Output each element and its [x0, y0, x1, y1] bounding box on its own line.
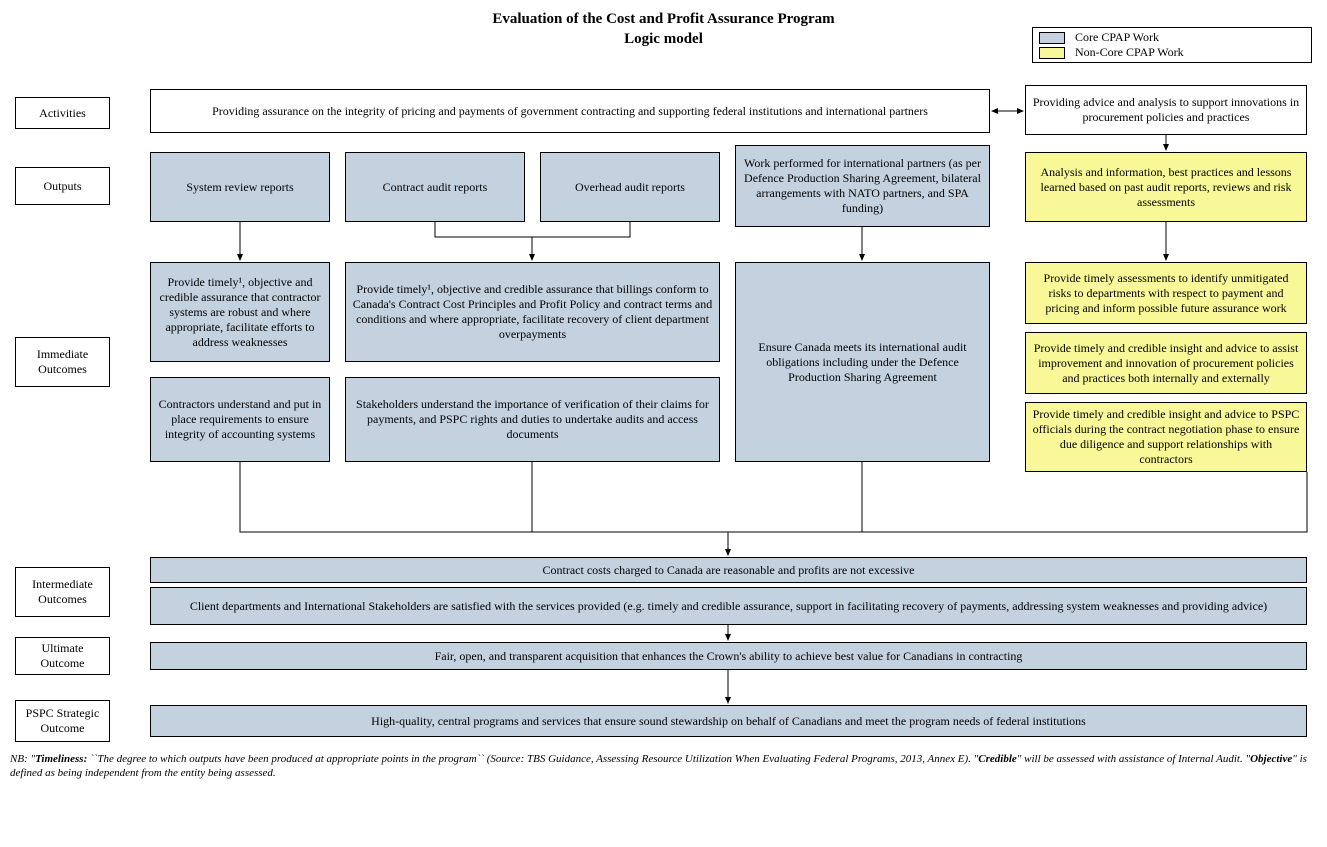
immediate-7: Provide timely and credible insight and … — [1025, 332, 1307, 394]
immediate-4: Contractors understand and put in place … — [150, 377, 330, 462]
output-4: Work performed for international partner… — [735, 145, 990, 227]
title-line1: Evaluation of the Cost and Profit Assura… — [492, 11, 834, 27]
output-5: Analysis and information, best practices… — [1025, 152, 1307, 222]
ultimate-outcome: Fair, open, and transparent acquisition … — [150, 642, 1307, 670]
title-line2: Logic model — [624, 31, 703, 47]
label-ultimate: Ultimate Outcome — [15, 637, 110, 675]
intermediate-1: Contract costs charged to Canada are rea… — [150, 557, 1307, 583]
legend-noncore-label: Non-Core CPAP Work — [1075, 45, 1184, 60]
legend-core-swatch — [1039, 32, 1065, 44]
legend-noncore-swatch — [1039, 47, 1065, 59]
output-1: System review reports — [150, 152, 330, 222]
legend-core-row: Core CPAP Work — [1039, 30, 1305, 45]
footnote: NB: "Timeliness: ``The degree to which o… — [10, 752, 1310, 781]
fn-b2: Credible — [978, 753, 1017, 765]
legend-core-label: Core CPAP Work — [1075, 30, 1159, 45]
logic-model-diagram: Core CPAP Work Non-Core CPAP Work Activi… — [10, 57, 1317, 837]
output-3: Overhead audit reports — [540, 152, 720, 222]
output-2: Contract audit reports — [345, 152, 525, 222]
immediate-3: Ensure Canada meets its international au… — [735, 262, 990, 462]
immediate-6: Provide timely assessments to identify u… — [1025, 262, 1307, 324]
label-activities: Activities — [15, 97, 110, 129]
legend-noncore-row: Non-Core CPAP Work — [1039, 45, 1305, 60]
intermediate-2: Client departments and International Sta… — [150, 587, 1307, 625]
immediate-1: Provide timely¹, objective and credible … — [150, 262, 330, 362]
label-outputs: Outputs — [15, 167, 110, 205]
fn-b3: Objective — [1250, 753, 1292, 765]
pspc-outcome: High-quality, central programs and servi… — [150, 705, 1307, 737]
fn-b1: Timeliness: — [35, 753, 87, 765]
label-immediate: Immediate Outcomes — [15, 337, 110, 387]
immediate-8: Provide timely and credible insight and … — [1025, 402, 1307, 472]
label-pspc: PSPC Strategic Outcome — [15, 700, 110, 742]
label-intermediate: Intermediate Outcomes — [15, 567, 110, 617]
immediate-2: Provide timely¹, objective and credible … — [345, 262, 720, 362]
activity-main: Providing assurance on the integrity of … — [150, 89, 990, 133]
immediate-5: Stakeholders understand the importance o… — [345, 377, 720, 462]
legend: Core CPAP Work Non-Core CPAP Work — [1032, 27, 1312, 63]
activity-noncore: Providing advice and analysis to support… — [1025, 85, 1307, 135]
